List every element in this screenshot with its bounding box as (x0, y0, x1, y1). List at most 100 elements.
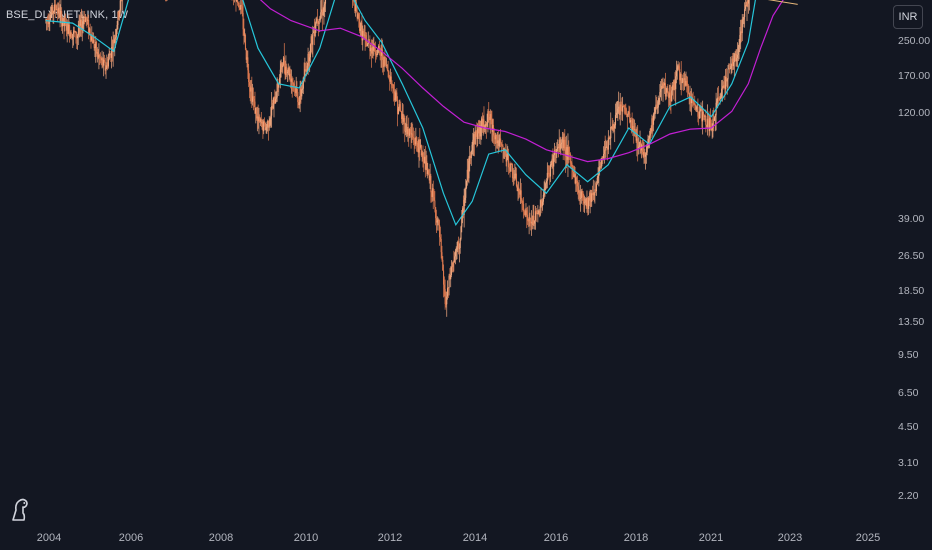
candle-body (669, 92, 671, 96)
candle-body (78, 24, 80, 33)
candle-body (439, 225, 441, 238)
candle-body (408, 128, 411, 136)
candle-body (698, 111, 701, 119)
candle-body (450, 274, 452, 280)
candle-body (738, 43, 740, 48)
candle-body (577, 186, 579, 193)
candle-body (369, 42, 371, 52)
candle-body (511, 164, 514, 178)
candle-body (283, 57, 285, 68)
candle-body (688, 92, 690, 99)
candle-body (629, 119, 632, 123)
time-axis[interactable]: 2004 2006 2008 2010 2012 2014 2016 2018 2021 2023… (37, 532, 880, 544)
candle-body (689, 98, 691, 100)
candle-body (531, 222, 533, 226)
ema-lines (45, 0, 784, 227)
candle-body (661, 86, 663, 89)
candle-body (435, 207, 437, 219)
candle-body (557, 146, 559, 150)
candle-body (547, 172, 549, 174)
candle-body (263, 121, 266, 123)
candle-body (436, 220, 438, 223)
candle-body (276, 83, 278, 98)
candle-body (387, 69, 389, 72)
candle-body (748, 0, 750, 4)
drawings[interactable] (134, 0, 888, 5)
candle-body (425, 161, 427, 170)
candle-body (655, 104, 657, 109)
candle-body (297, 91, 299, 103)
candle-body (472, 139, 474, 145)
candle-body (253, 98, 255, 102)
candle-body (103, 59, 106, 62)
candle-body (359, 18, 361, 31)
candle-body (713, 117, 716, 121)
candle-body (622, 106, 624, 107)
candle-body (626, 113, 628, 115)
candle-body (51, 6, 53, 13)
candle-body (519, 190, 521, 195)
candle-body (603, 149, 605, 154)
candle-body (388, 71, 390, 79)
candle-body (668, 93, 670, 98)
candle-body (407, 129, 409, 135)
candle-body (532, 215, 534, 226)
candle-body (284, 67, 286, 75)
candle-body (412, 137, 415, 139)
candle-body (530, 222, 533, 224)
candle-body (258, 116, 260, 122)
candle-body (244, 34, 247, 50)
candle-body (643, 152, 645, 157)
candle-body (613, 124, 615, 129)
candle-body (290, 78, 292, 82)
candle-body (666, 88, 668, 93)
candle-body (261, 122, 263, 124)
candle-body (604, 149, 606, 151)
candle-body (579, 191, 581, 199)
candle-body (362, 30, 365, 36)
candle-body (607, 137, 609, 150)
candle-body (634, 129, 636, 134)
candle-body (539, 206, 541, 216)
candle-body (595, 189, 597, 192)
candle-body (594, 189, 596, 196)
candle-body (267, 121, 270, 128)
candle-body (648, 138, 650, 140)
currency-button[interactable]: INR (893, 5, 923, 29)
candle-body (546, 172, 548, 181)
candle-body (320, 12, 322, 17)
candle-body (105, 68, 107, 71)
candle-body (543, 193, 545, 196)
candle-body (266, 126, 268, 128)
candle-body (510, 163, 512, 172)
candle-body (239, 7, 241, 10)
candle-body (50, 14, 52, 21)
candle-body (292, 82, 294, 84)
candle-body (455, 249, 457, 252)
candle-body (701, 109, 703, 122)
x-tick-label: 2025 (856, 532, 880, 544)
candle-body (103, 59, 105, 66)
candle-body (102, 58, 104, 66)
candle-body (111, 46, 113, 53)
candle-body (277, 83, 279, 88)
candle-body (320, 9, 323, 13)
candle-body (477, 128, 479, 134)
candle-body (712, 118, 714, 129)
candle-body (433, 197, 435, 201)
candle-body (281, 63, 283, 68)
candle-body (485, 124, 487, 127)
candle-body (595, 184, 598, 192)
candle-body (590, 193, 592, 202)
candle-body (628, 111, 630, 114)
candle-body (442, 259, 444, 271)
candle-body (737, 47, 739, 55)
tradingview-logo-icon[interactable] (9, 494, 33, 522)
candle-body (620, 104, 622, 107)
candle-body (356, 11, 358, 19)
candle-body (623, 106, 625, 108)
price-axis[interactable]: 250.00 170.00 120.00 39.00 26.50 18.50 13.50 9.… (898, 35, 930, 502)
y-tick-label: 9.50 (898, 349, 919, 361)
candle-body (582, 191, 584, 198)
